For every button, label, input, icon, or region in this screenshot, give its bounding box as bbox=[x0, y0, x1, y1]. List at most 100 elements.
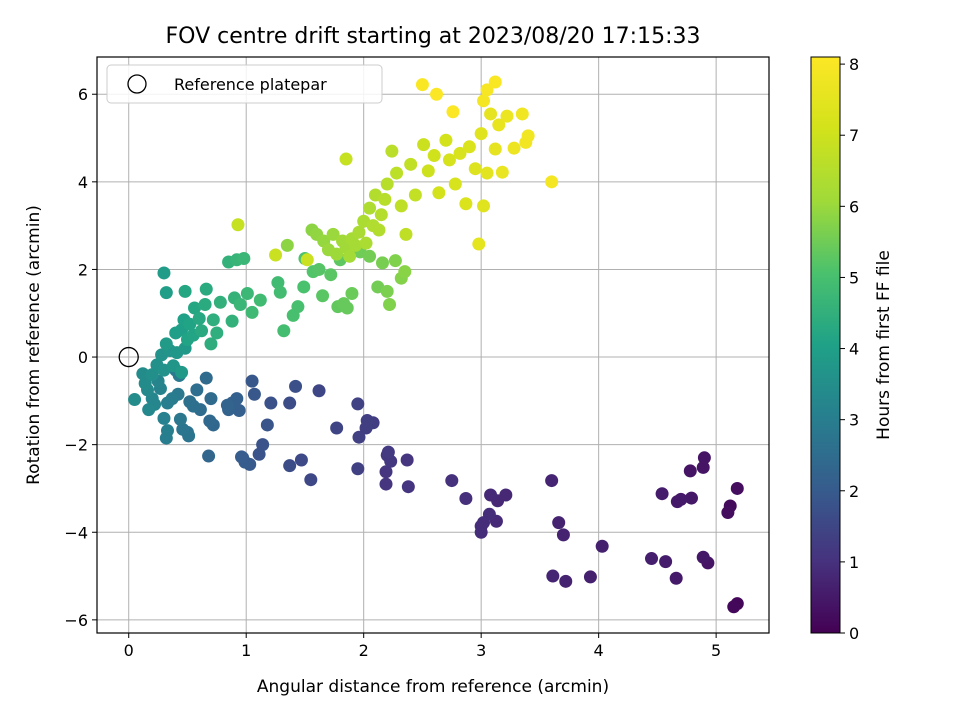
x-tick-label: 3 bbox=[476, 641, 486, 660]
legend-reference-marker bbox=[127, 74, 147, 94]
scatter-point bbox=[235, 450, 249, 464]
scatter-point bbox=[484, 488, 498, 502]
scatter-point bbox=[213, 295, 227, 309]
scatter-point bbox=[199, 371, 213, 385]
legend: Reference platepar bbox=[106, 64, 383, 104]
x-tick-label: 0 bbox=[124, 641, 134, 660]
scatter-point bbox=[233, 297, 247, 311]
scatter-point bbox=[289, 379, 303, 393]
scatter-point bbox=[304, 473, 318, 487]
scatter-point bbox=[388, 254, 402, 268]
reference-platepar-marker bbox=[118, 346, 139, 368]
scatter-point bbox=[374, 208, 388, 222]
scatter-point bbox=[348, 238, 362, 252]
colorbar-tick-label: 8 bbox=[849, 55, 859, 74]
scatter-point bbox=[138, 376, 152, 390]
scatter-point bbox=[383, 297, 397, 311]
colorbar-tick-label: 0 bbox=[849, 624, 859, 643]
scatter-point bbox=[378, 192, 392, 206]
y-axis-label: Rotation from reference (arcmin) bbox=[24, 205, 44, 485]
scatter-point bbox=[545, 474, 559, 488]
scatter-point bbox=[231, 218, 245, 232]
scatter-point bbox=[462, 140, 476, 154]
scatter-point bbox=[142, 403, 156, 417]
colorbar-tick-label: 6 bbox=[849, 197, 859, 216]
scatter-point bbox=[519, 135, 533, 149]
scatter-point bbox=[401, 480, 415, 494]
scatter-point bbox=[247, 387, 261, 401]
colorbar-label: Hours from first FF file bbox=[874, 250, 894, 440]
scatter-point bbox=[655, 487, 669, 501]
scatter-point bbox=[446, 105, 460, 119]
scatter-point bbox=[330, 421, 344, 435]
scatter-point bbox=[330, 247, 344, 261]
scatter-point bbox=[727, 600, 741, 614]
scatter-point bbox=[430, 87, 444, 101]
scatter-point bbox=[721, 506, 735, 520]
scatter-point bbox=[225, 314, 239, 328]
x-tick-label: 1 bbox=[241, 641, 251, 660]
colorbar-tick-label: 5 bbox=[849, 268, 859, 287]
scatter-point bbox=[477, 199, 491, 213]
scatter-point bbox=[500, 109, 514, 123]
scatter-point bbox=[459, 492, 473, 506]
scatter-point bbox=[204, 337, 218, 351]
scatter-point bbox=[159, 286, 173, 300]
scatter-point bbox=[474, 525, 488, 539]
scatter-point bbox=[394, 199, 408, 213]
scatter-point bbox=[183, 395, 197, 409]
scatter-point bbox=[345, 287, 359, 301]
scatter-point bbox=[453, 146, 467, 160]
scatter-point bbox=[477, 94, 491, 108]
scatter-point bbox=[459, 197, 473, 211]
scatter-point bbox=[379, 465, 393, 479]
scatter-point bbox=[372, 223, 386, 237]
colorbar-gradient bbox=[810, 56, 841, 634]
y-tick-label: 2 bbox=[78, 260, 88, 279]
x-tick-label: 2 bbox=[359, 641, 369, 660]
colorbar-tick-label: 3 bbox=[849, 411, 859, 430]
scatter-point bbox=[312, 262, 326, 276]
scatter-point bbox=[252, 447, 266, 461]
scatter-point bbox=[273, 285, 287, 299]
scatter-point bbox=[385, 144, 399, 158]
scatter-point bbox=[173, 412, 187, 426]
scatter-point bbox=[448, 177, 462, 191]
scatter-point bbox=[210, 326, 224, 340]
legend-box bbox=[106, 64, 383, 104]
scatter-point bbox=[730, 481, 744, 495]
scatter-point bbox=[175, 365, 189, 379]
scatter-point bbox=[363, 201, 377, 215]
scatter-point bbox=[178, 284, 192, 298]
scatter-point bbox=[484, 107, 498, 121]
scatter-point bbox=[421, 164, 435, 178]
scatter-point bbox=[507, 141, 521, 155]
scatter-point bbox=[199, 282, 213, 296]
scatter-point bbox=[297, 280, 311, 294]
y-tick-label: −2 bbox=[64, 436, 88, 455]
scatter-point bbox=[183, 317, 197, 331]
scatter-point bbox=[157, 266, 171, 280]
scatter-point bbox=[442, 153, 456, 167]
scatter-point bbox=[363, 249, 377, 263]
scatter-point bbox=[492, 118, 506, 132]
scatter-point bbox=[220, 398, 234, 412]
scatter-point bbox=[472, 237, 486, 251]
scatter-point bbox=[474, 127, 488, 141]
scatter-point bbox=[203, 414, 217, 428]
scatter-point bbox=[253, 293, 267, 307]
scatter-point bbox=[202, 449, 216, 463]
scatter-point bbox=[195, 324, 209, 338]
scatter-point bbox=[352, 225, 366, 239]
scatter-point bbox=[488, 75, 502, 89]
colorbar-tick-label: 2 bbox=[849, 482, 859, 501]
scatter-point bbox=[427, 149, 441, 163]
scatter-point bbox=[280, 238, 294, 252]
scatter-point bbox=[157, 411, 171, 425]
scatter-point bbox=[206, 313, 220, 327]
scatter-point bbox=[390, 166, 404, 180]
plot-frame bbox=[96, 56, 770, 634]
scatter-point bbox=[188, 301, 202, 315]
scatter-point bbox=[237, 251, 251, 265]
